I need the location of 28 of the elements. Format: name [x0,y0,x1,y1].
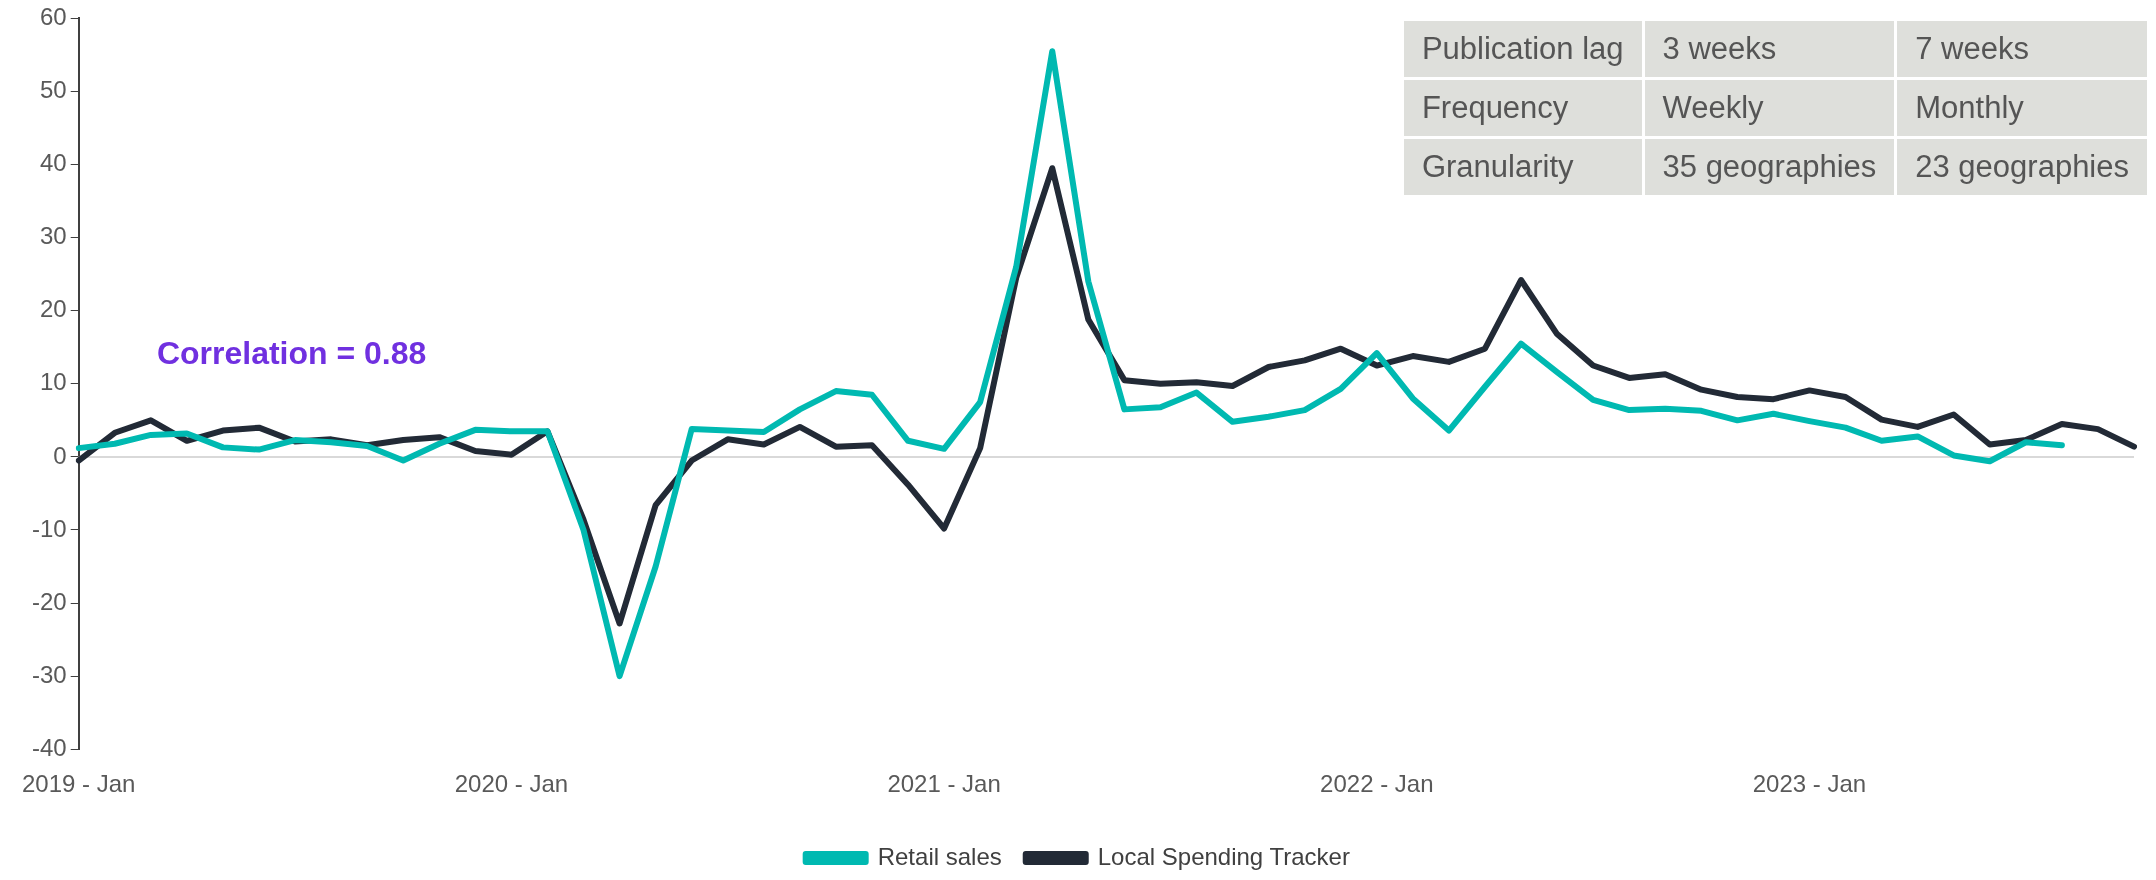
y-tick-label: 0 [53,441,67,469]
x-tick-label: 2021 - Jan [887,770,1001,798]
annotation: Granularity [1403,139,1642,195]
y-tick-label: -20 [32,587,67,615]
y-tick-label: -40 [32,733,67,761]
y-tick-label: 40 [40,149,67,177]
annotation: 3 weeks [1644,21,1895,77]
annotation: Weekly [1644,80,1895,136]
y-tick-label: 50 [40,76,67,104]
annotation: Publication lag [1403,21,1642,77]
annotation: 23 geographies [1897,139,2147,195]
y-tick-label: -30 [32,660,67,688]
y-tick-label: 20 [40,295,67,323]
annotation: Correlation = 0.88 [156,334,427,372]
x-tick-label: 2019 - Jan [22,770,136,798]
legend-label: Retail sales [877,842,1002,870]
x-tick-label: 2020 - Jan [454,770,569,798]
y-tick-label: 60 [40,3,67,31]
legend-label: Local Spending Tracker [1097,842,1350,870]
x-tick-label: 2022 - Jan [1320,770,1434,798]
annotation: Frequency [1403,80,1642,136]
y-tick-label: -10 [32,514,67,542]
annotation: 35 geographies [1644,139,1895,195]
y-tick-label: 30 [40,222,67,250]
y-tick-label: 10 [40,368,67,396]
annotation: Monthly [1897,80,2147,136]
x-tick-label: 2023 - Jan [1752,770,1867,798]
annotation: 7 weeks [1897,21,2147,77]
